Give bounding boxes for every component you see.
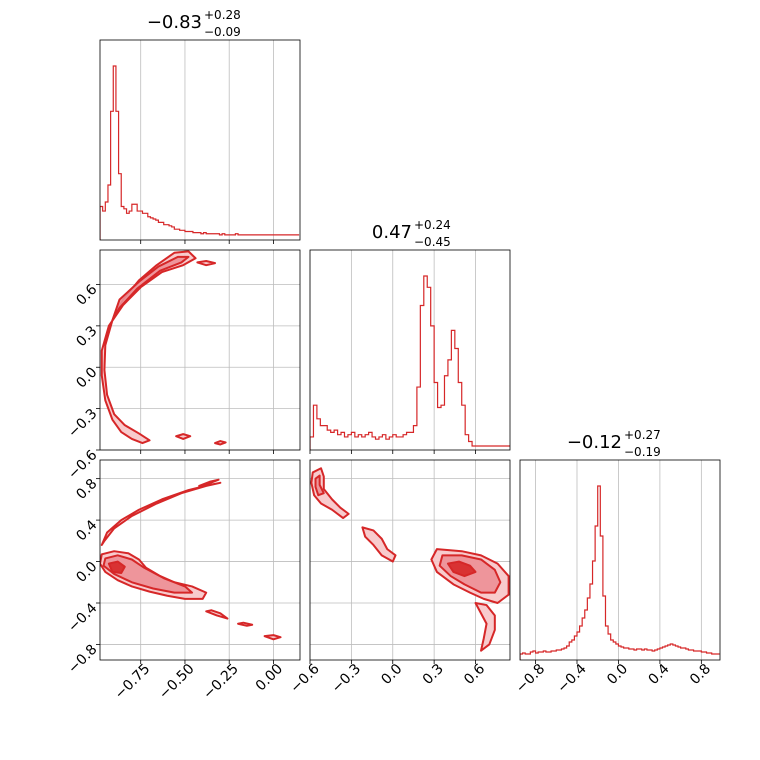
y-tick-label: 0.4: [73, 517, 100, 544]
panel-frame: [309, 459, 511, 661]
panel-frame: [309, 249, 511, 451]
histogram-line: [310, 275, 510, 450]
contour-outer: [310, 467, 350, 520]
x-tick-label: 0.0: [378, 661, 405, 688]
title-minus: −0.09: [204, 25, 241, 39]
contour-core: [446, 560, 477, 578]
contour-core: [107, 560, 126, 574]
panel-marks: [100, 65, 300, 240]
panel-x1-vs-x0: [96, 249, 301, 454]
contour-outer: [100, 481, 222, 546]
x-tick-label: −0.8: [513, 661, 548, 696]
histogram-line: [100, 65, 300, 240]
panel-marks: [310, 275, 510, 450]
title-plus: +0.24: [414, 218, 451, 232]
y-tick-label: −0.6: [65, 447, 100, 482]
x-tick-label: −0.4: [554, 661, 589, 696]
title-minus: −0.45: [414, 235, 451, 249]
panel-x2-vs-x0: [96, 459, 301, 664]
x-tick-label: 0.0: [604, 661, 631, 688]
contour-inner: [102, 554, 194, 594]
x-tick-label: −0.25: [200, 661, 242, 703]
y-tick-label: −0.3: [65, 406, 100, 441]
y-tick-label: 0.0: [73, 559, 100, 586]
title-median: −0.83: [147, 12, 202, 33]
parameter-title-1: 0.47 +0.24 −0.45: [372, 218, 451, 249]
contour-outer: [263, 634, 282, 641]
contour-outer: [205, 609, 229, 620]
contour-inner: [111, 255, 190, 322]
histogram-line: [520, 485, 720, 660]
title-minus: −0.19: [624, 445, 661, 459]
contour-outer: [198, 478, 220, 487]
panel-x0-hist: [99, 39, 301, 244]
x-tick-label: −0.6: [287, 661, 322, 696]
contour-outer: [196, 260, 217, 267]
panel-frame: [99, 459, 301, 661]
y-tick-label: −0.4: [65, 600, 100, 635]
title-plus: +0.27: [624, 428, 661, 442]
x-tick-label: 0.8: [687, 661, 714, 688]
contour-inner: [314, 474, 325, 497]
parameter-title-2: −0.12 +0.27 −0.19: [567, 428, 661, 459]
contour-outer: [214, 440, 227, 446]
y-tick-label: 0.3: [73, 323, 100, 350]
panel-x2-hist: [519, 459, 721, 664]
y-tick-label: 0.0: [73, 364, 100, 391]
panel-marks: [100, 478, 282, 641]
parameter-title-0: −0.83 +0.28 −0.09: [147, 8, 241, 39]
y-tick-label: 0.6: [73, 282, 100, 309]
panel-frame: [99, 39, 301, 241]
panel-x1-hist: [309, 249, 511, 454]
x-tick-label: 0.3: [420, 661, 447, 688]
x-tick-label: −0.75: [112, 661, 154, 703]
title-median: 0.47: [372, 222, 412, 243]
panel-x2-vs-x1: [309, 459, 511, 664]
contour-outer: [361, 526, 397, 563]
contour-outer: [237, 621, 254, 627]
x-tick-label: −0.50: [156, 661, 198, 703]
contour-outer: [175, 433, 192, 440]
title-median: −0.12: [567, 432, 622, 453]
x-tick-label: 0.6: [461, 661, 488, 688]
panel-marks: [310, 467, 510, 652]
title-plus: +0.28: [204, 8, 241, 22]
panel-frame: [99, 249, 301, 451]
panel-frame: [519, 459, 721, 661]
x-tick-label: 0.00: [253, 661, 286, 694]
y-tick-label: −0.8: [65, 642, 100, 677]
contour-outer: [474, 602, 496, 652]
x-tick-label: −0.3: [329, 661, 364, 696]
x-tick-label: 0.4: [646, 661, 673, 688]
panel-marks: [520, 485, 720, 660]
panel-marks: [100, 250, 227, 446]
